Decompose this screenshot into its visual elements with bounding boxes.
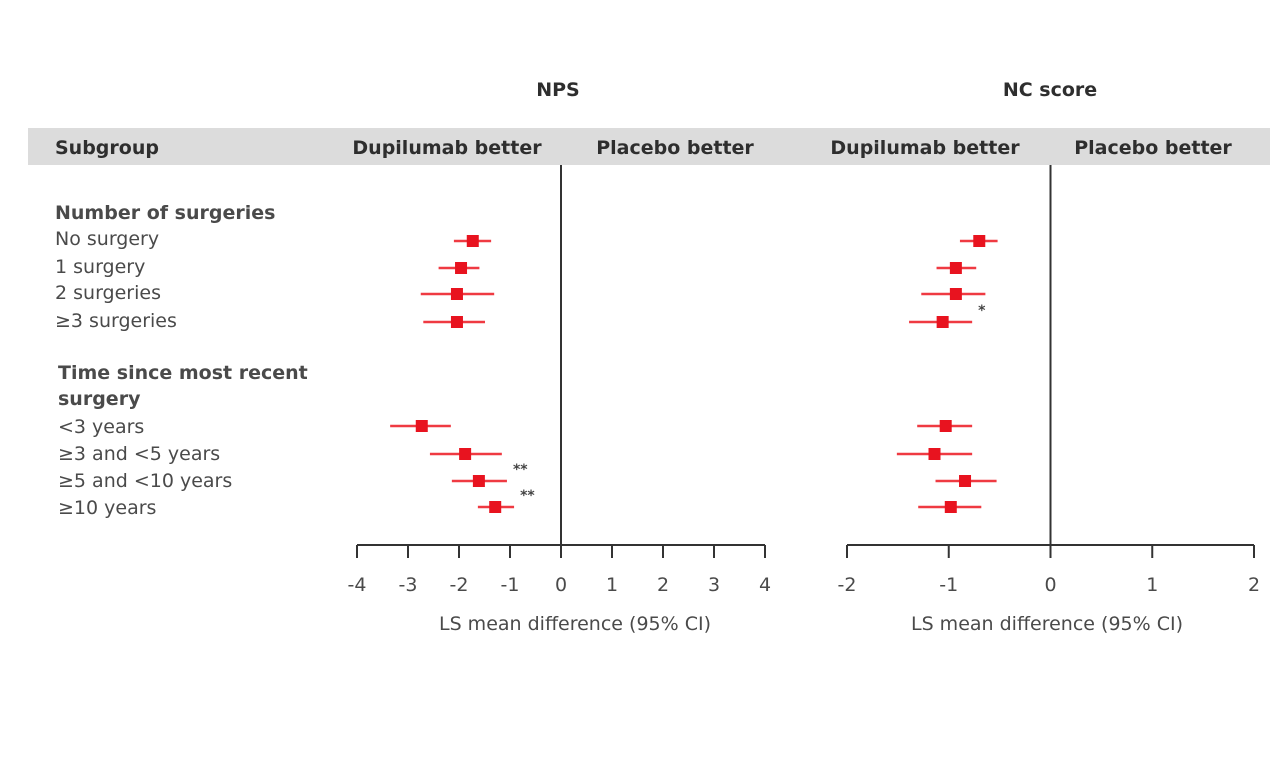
- point-estimate-marker: [928, 448, 941, 460]
- nc-left-label: Dupilumab better: [830, 137, 1020, 159]
- nps-right-label: Placebo better: [596, 137, 754, 159]
- subgroup-label: ≥5 and <10 years: [58, 470, 232, 492]
- point-estimate-marker: [936, 316, 949, 328]
- x-tick-label: -1: [501, 574, 520, 596]
- point-estimate-marker: [455, 262, 468, 274]
- x-tick-label: -2: [450, 574, 469, 596]
- x-tick-label: -2: [838, 574, 857, 596]
- x-tick-label: 2: [1248, 574, 1260, 596]
- x-tick-label: 1: [1146, 574, 1158, 596]
- nps-panel: -4 -3 -2 -1 0 1 2 3 4 ** **: [348, 165, 771, 596]
- x-tick-label: 4: [759, 574, 771, 596]
- x-tick-label: 0: [1044, 574, 1056, 596]
- group-title-line2: surgery: [58, 388, 141, 410]
- x-tick-label: -4: [348, 574, 367, 596]
- subgroup-label: ≥3 and <5 years: [58, 443, 220, 465]
- x-tick-label: 3: [708, 574, 720, 596]
- header-band: [28, 128, 1270, 165]
- group-title: Number of surgeries: [55, 202, 275, 224]
- x-tick-label: 2: [657, 574, 669, 596]
- subgroup-header: Subgroup: [55, 137, 159, 159]
- x-tick-label: -1: [939, 574, 958, 596]
- x-tick-label: 0: [555, 574, 567, 596]
- significance-marker: **: [520, 488, 535, 504]
- point-estimate-marker: [949, 262, 962, 274]
- nps-left-label: Dupilumab better: [352, 137, 542, 159]
- point-estimate-marker: [949, 288, 962, 300]
- subgroup-label: 1 surgery: [55, 256, 145, 278]
- x-tick-label: -3: [399, 574, 418, 596]
- group-title-line1: Time since most recent: [58, 362, 308, 384]
- point-estimate-marker: [959, 475, 972, 487]
- point-estimate-marker: [939, 420, 952, 432]
- significance-marker: *: [978, 303, 986, 319]
- significance-marker: **: [513, 462, 528, 478]
- point-estimate-marker: [973, 235, 986, 247]
- point-estimate-marker: [459, 448, 472, 460]
- subgroup-label: 2 surgeries: [55, 282, 161, 304]
- point-estimate-marker: [466, 235, 479, 247]
- nc-right-label: Placebo better: [1074, 137, 1232, 159]
- point-estimate-marker: [415, 420, 428, 432]
- x-tick-label: 1: [606, 574, 618, 596]
- point-estimate-marker: [944, 501, 957, 513]
- subgroup-label: ≥3 surgeries: [55, 310, 177, 332]
- point-estimate-marker: [489, 501, 502, 513]
- point-estimate-marker: [450, 288, 463, 300]
- subgroup-label: <3 years: [58, 416, 144, 438]
- subgroup-labels: Number of surgeries No surgery 1 surgery…: [55, 202, 308, 519]
- point-estimate-marker: [472, 475, 485, 487]
- nc-x-axis-label: LS mean difference (95% CI): [911, 613, 1183, 635]
- panel-title-nps: NPS: [536, 79, 580, 101]
- point-estimate-marker: [450, 316, 463, 328]
- subgroup-label: ≥10 years: [58, 497, 156, 519]
- subgroup-label: No surgery: [55, 228, 159, 250]
- panel-title-nc: NC score: [1003, 79, 1097, 101]
- nps-x-axis-label: LS mean difference (95% CI): [439, 613, 711, 635]
- nc-panel: -2 -1 0 1 2 *: [838, 165, 1260, 596]
